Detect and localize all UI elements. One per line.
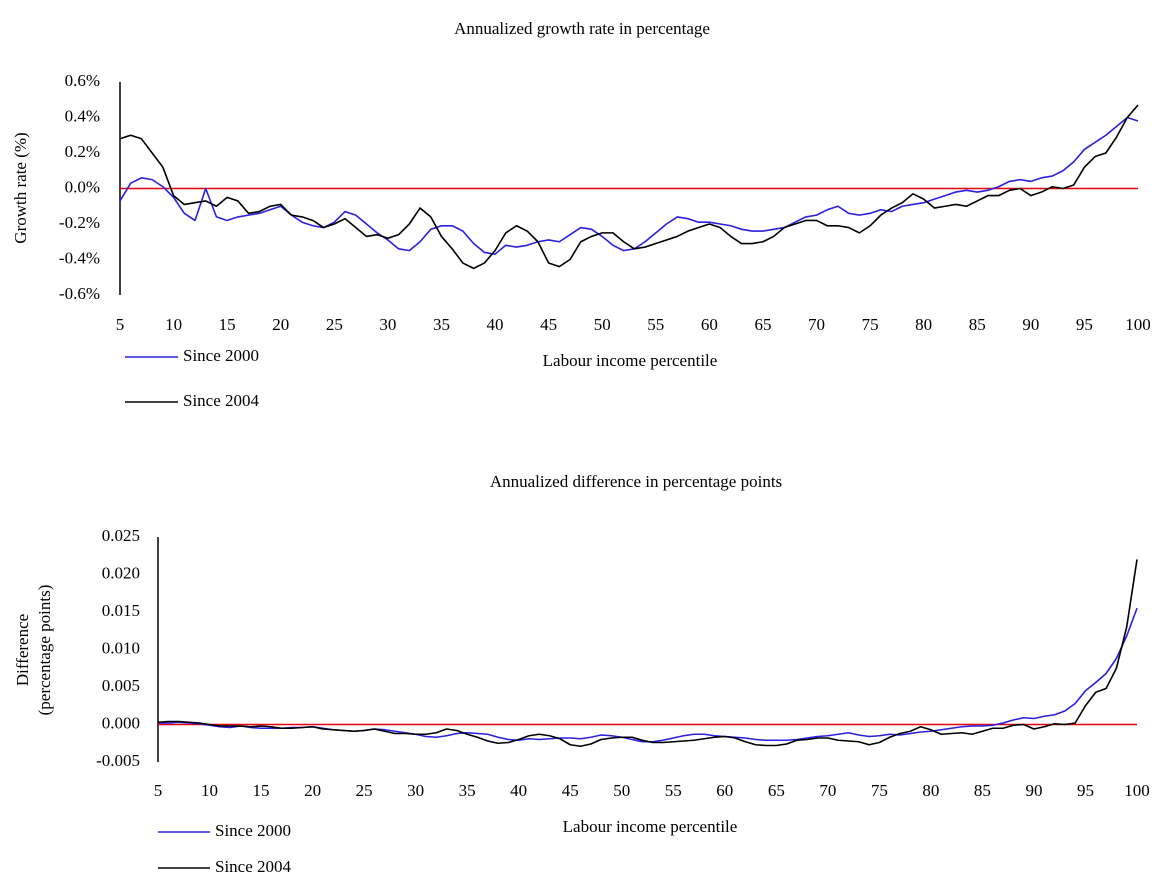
x-tick-label: 35: [433, 315, 450, 334]
x-tick-label: 55: [665, 781, 682, 800]
x-tick-label: 60: [701, 315, 718, 334]
legend-label: Since 2004: [183, 391, 260, 410]
y-tick-label: 0.015: [102, 601, 140, 620]
x-tick-label: 10: [201, 781, 218, 800]
x-tick-label: 95: [1077, 781, 1094, 800]
x-tick-label: 10: [165, 315, 182, 334]
x-tick-label: 50: [613, 781, 630, 800]
y-tick-label: 0.010: [102, 638, 140, 657]
x-tick-label: 65: [768, 781, 785, 800]
legend-label: Since 2000: [215, 821, 291, 840]
y-tick-label: -0.4%: [59, 248, 100, 267]
x-tick-label: 40: [487, 315, 504, 334]
x-tick-label: 75: [871, 781, 888, 800]
x-tick-label: 15: [219, 315, 236, 334]
x-tick-label: 90: [1025, 781, 1042, 800]
x-tick-label: 75: [862, 315, 879, 334]
x-tick-label: 30: [407, 781, 424, 800]
y-tick-label: -0.6%: [59, 284, 100, 303]
series-line: [119, 116, 1139, 255]
x-tick-label: 20: [272, 315, 289, 334]
y-axis-label: (percentage points): [35, 585, 54, 716]
y-tick-label: -0.005: [96, 751, 140, 770]
x-tick-label: 100: [1124, 781, 1150, 800]
y-tick-label: 0.4%: [65, 106, 100, 125]
y-axis-label: Growth rate (%): [11, 132, 30, 243]
x-axis-label: Labour income percentile: [543, 351, 718, 370]
x-tick-label: 40: [510, 781, 527, 800]
x-tick-label: 65: [754, 315, 771, 334]
x-tick-label: 25: [326, 315, 343, 334]
x-tick-label: 80: [915, 315, 932, 334]
series-line: [119, 104, 1139, 270]
x-tick-label: 55: [647, 315, 664, 334]
x-tick-label: 35: [459, 781, 476, 800]
x-tick-label: 5: [116, 315, 125, 334]
x-tick-label: 50: [594, 315, 611, 334]
x-tick-label: 85: [974, 781, 991, 800]
x-tick-label: 70: [808, 315, 825, 334]
x-tick-label: 90: [1022, 315, 1039, 334]
y-tick-label: 0.005: [102, 676, 140, 695]
legend-label: Since 2000: [183, 346, 259, 365]
y-tick-label: -0.2%: [59, 213, 100, 232]
legend-label: Since 2004: [215, 857, 292, 876]
x-tick-label: 100: [1125, 315, 1151, 334]
x-tick-label: 45: [562, 781, 579, 800]
chart-title: Annualized difference in percentage poin…: [490, 472, 782, 491]
x-tick-label: 15: [253, 781, 270, 800]
x-tick-label: 45: [540, 315, 557, 334]
x-tick-label: 80: [922, 781, 939, 800]
y-tick-label: 0.000: [102, 713, 140, 732]
y-tick-label: 0.020: [102, 563, 140, 582]
x-tick-label: 60: [716, 781, 733, 800]
y-tick-label: 0.0%: [65, 177, 100, 196]
y-tick-label: 0.6%: [65, 71, 100, 90]
x-tick-label: 30: [379, 315, 396, 334]
y-axis-label: Difference: [13, 614, 32, 686]
chart-title: Annualized growth rate in percentage: [454, 19, 710, 38]
y-tick-label: 0.2%: [65, 142, 100, 161]
y-tick-label: 0.025: [102, 526, 140, 545]
x-tick-label: 95: [1076, 315, 1093, 334]
series-line: [158, 607, 1138, 743]
x-tick-label: 25: [356, 781, 373, 800]
series-line: [157, 559, 1138, 748]
x-tick-label: 5: [154, 781, 163, 800]
x-tick-label: 70: [819, 781, 836, 800]
x-tick-label: 20: [304, 781, 321, 800]
x-axis-label: Labour income percentile: [563, 817, 738, 836]
x-tick-label: 85: [969, 315, 986, 334]
